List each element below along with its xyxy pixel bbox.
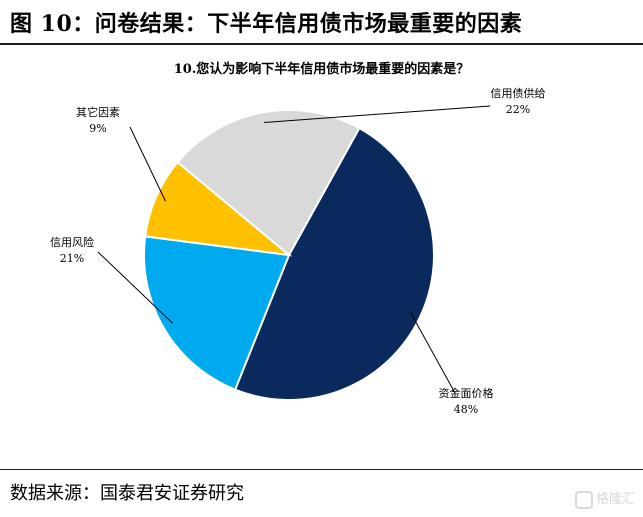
slice-name-label: 信用债供给 (491, 86, 546, 100)
slice-value-label: 22% (506, 103, 530, 116)
pie-slice (144, 160, 293, 257)
slice-name-label: 其它因素 (76, 105, 120, 119)
leader-line (129, 126, 166, 202)
source-note: 数据来源：国泰君安证券研究 (10, 483, 244, 504)
slice-name-label: 信用风险 (50, 235, 94, 249)
slice-value-label: 9% (89, 122, 106, 135)
slice-name-label: 资金面价格 (439, 386, 494, 400)
leader-line (264, 105, 491, 123)
slice-value-label: 21% (60, 252, 84, 265)
top-divider (0, 43, 643, 45)
leader-line (410, 312, 456, 394)
watermark-logo-icon (574, 490, 593, 509)
pie-slice (233, 126, 435, 401)
watermark: 格隆汇 (574, 488, 635, 509)
chart-title: 10.您认为影响下半年信用债市场最重要的因素是？ (173, 62, 470, 77)
pie-slice (143, 235, 291, 391)
leader-line (97, 251, 174, 324)
pie-slice (176, 109, 361, 257)
watermark-text: 格隆汇 (595, 492, 635, 507)
slice-value-label: 48% (454, 403, 478, 416)
figure-title: 图 10：问卷结果：下半年信用债市场最重要的因素 (10, 11, 523, 37)
bottom-divider (0, 469, 643, 470)
